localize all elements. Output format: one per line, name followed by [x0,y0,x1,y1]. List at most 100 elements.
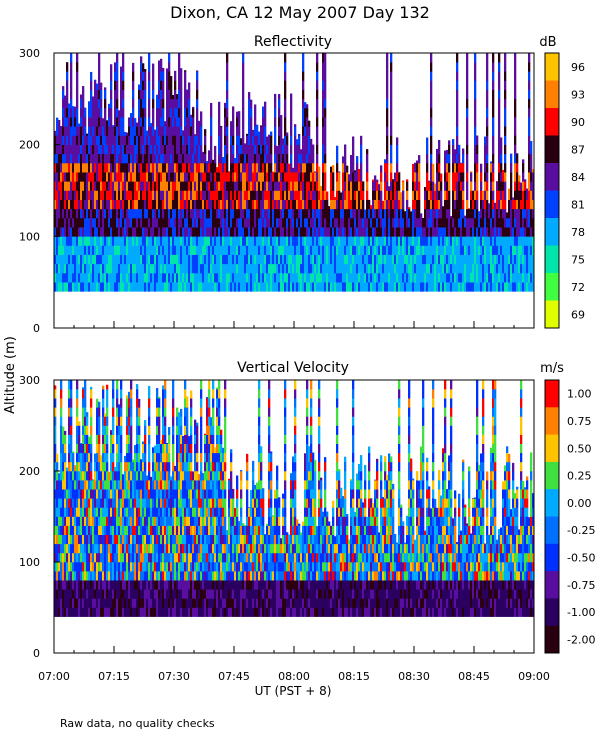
field-cell [282,181,285,191]
field-cell [516,190,519,200]
field-cell [456,190,459,200]
field-cell [362,181,365,191]
field-cell [186,273,189,283]
field-cell [460,199,463,210]
field-cell [94,543,97,554]
field-cell [74,489,77,499]
field-cell [68,425,71,435]
field-cell [184,80,187,90]
field-cell [324,80,327,90]
field-cell [92,516,95,526]
field-cell [262,227,265,237]
field-cell [456,227,459,237]
field-cell [338,273,341,283]
field-cell [490,163,493,173]
field-cell [206,273,209,283]
field-cell [72,117,75,127]
field-cell [278,126,281,136]
field-cell [526,188,529,191]
field-cell [466,89,469,100]
field-cell [194,208,197,219]
field-cell [104,425,107,435]
field-cell [170,163,173,173]
field-cell [378,190,381,200]
field-cell [310,263,313,274]
field-cell [314,218,317,228]
field-cell [64,543,67,554]
field-cell [230,254,233,265]
field-cell [428,190,431,200]
field-cell [192,144,195,155]
field-cell [182,227,185,237]
field-cell [506,218,509,228]
field-cell [480,163,483,173]
field-cell [224,181,227,191]
field-cell [348,218,351,228]
field-cell [338,181,341,191]
field-cell [220,227,223,237]
field-cell [412,273,415,283]
field-cell [414,172,417,182]
field-cell [128,282,131,292]
field-cell [466,62,469,72]
field-cell [82,181,85,191]
field-cell [480,190,483,200]
field-cell [82,489,85,499]
field-cell [62,589,65,599]
field-cell [302,199,305,210]
field-cell [70,144,73,155]
field-cell [304,108,307,118]
field-cell [512,197,515,200]
field-cell [74,163,77,173]
field-cell [260,282,263,292]
field-cell [156,98,159,109]
field-cell [356,199,359,210]
field-cell [252,263,255,274]
field-cell [516,153,519,155]
field-cell [354,172,357,182]
field-cell [84,282,87,292]
field-cell [504,273,507,283]
field-cell [290,126,293,136]
field-cell [492,98,495,109]
field-cell [356,236,359,246]
field-cell [140,227,143,237]
field-cell [222,208,225,219]
field-cell [112,126,115,136]
field-cell [246,236,249,246]
field-cell [202,172,205,182]
field-cell [62,254,65,265]
field-cell [162,89,165,100]
field-cell [384,199,387,210]
field-cell [338,245,341,255]
field-cell [350,227,353,237]
field-cell [242,144,245,155]
field-cell [148,117,151,127]
field-cell [238,282,241,292]
field-cell [232,181,235,191]
field-cell [122,71,125,81]
field-cell [118,227,121,237]
y-tick-label: 200 [19,139,40,152]
field-cell [110,282,113,292]
x-axis-label: UT (PST + 8) [255,684,332,698]
field-cell [402,263,405,274]
field-cell [336,263,339,274]
field-cell [142,227,145,237]
field-cell [524,179,527,182]
field-cell [98,199,101,210]
field-cell [482,282,485,292]
field-cell [420,282,423,292]
field-cell [400,192,403,200]
field-cell [78,144,81,155]
field-cell [190,254,193,265]
field-cell [84,245,87,255]
field-cell [308,181,311,191]
field-cell [244,190,247,200]
field-cell [92,598,95,608]
field-cell [392,190,395,200]
field-cell [68,480,71,490]
field-cell [474,181,477,191]
field-cell [272,282,275,292]
field-cell [92,507,95,517]
